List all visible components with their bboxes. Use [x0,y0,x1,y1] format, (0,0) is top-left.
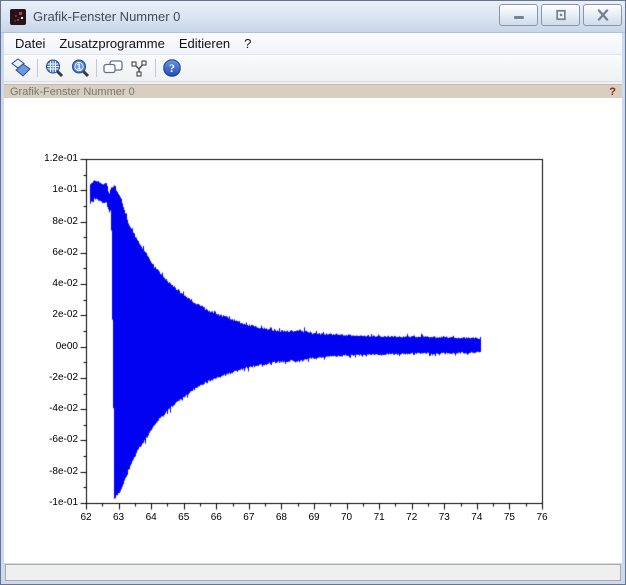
x-tick-label: 76 [536,512,548,523]
help-icon: ? [163,59,181,77]
y-tick-label: 0e00 [55,340,78,352]
title-bar: Grafik-Fenster Nummer 0 [1,1,625,33]
x-tick-label: 69 [308,512,320,523]
y-tick-label: 6e-02 [52,246,78,258]
y-tick-label: 2e-02 [52,309,78,321]
restore-button[interactable] [541,4,580,26]
x-tick-label: 74 [471,512,483,523]
x-tick-label: 71 [373,512,385,523]
minimize-button[interactable] [499,4,538,26]
x-tick-label: 68 [275,512,287,523]
zoom-area-icon [46,59,64,78]
y-tick-label: -8e-02 [49,465,78,477]
close-button[interactable] [583,4,622,26]
y-tick-label: -4e-02 [49,403,78,415]
close-icon [597,9,608,21]
toolbar-separator [96,59,97,77]
original-view-icon: 1 [72,59,90,78]
restore-icon [555,9,566,21]
y-tick-label: 8e-02 [52,215,78,227]
status-bar [5,564,621,581]
x-tick-label: 62 [80,512,92,523]
menu-item-help[interactable]: ? [244,36,252,51]
original-view-button[interactable]: 1 [67,56,93,80]
x-tick-label: 65 [178,512,190,523]
scilab-app-icon [10,9,26,25]
x-tick-label: 67 [243,512,255,523]
edit-curve-button[interactable] [126,56,152,80]
x-tick-label: 75 [503,512,515,523]
x-tick-label: 66 [210,512,222,523]
x-tick-label: 73 [438,512,450,523]
toolbar-gap [4,82,622,84]
x-tick-label: 63 [113,512,125,523]
y-tick-label: -2e-02 [49,371,78,383]
infobar-title: Grafik-Fenster Nummer 0 [10,85,135,98]
y-tick-label: 4e-02 [52,278,78,290]
x-tick-label: 72 [406,512,418,523]
zoom-area-button[interactable] [41,56,67,80]
menu-item-editieren[interactable]: Editieren [178,36,231,51]
y-tick-label: -1e-01 [49,497,78,508]
rotate-button[interactable] [8,56,34,80]
plot-canvas[interactable] [4,98,622,563]
menu-item-datei[interactable]: Datei [15,36,46,51]
x-tick-label: 70 [341,512,353,523]
y-tick-label: -6e-02 [49,434,78,446]
x-tick-label: 64 [145,512,157,523]
window-controls [499,4,622,26]
toolbar-separator [155,59,156,77]
y-tick-label: 1.2e-01 [44,153,78,164]
menu-bar: Datei Zusatzprogramme Editieren ? [4,33,622,55]
help-button[interactable]: ? [159,56,185,80]
svg-text:?: ? [169,61,175,75]
docked-infobar: Grafik-Fenster Nummer 0 ? [4,84,622,98]
minimize-icon [513,16,524,19]
graphics-editor-button[interactable] [100,56,126,80]
graphics-editor-icon [103,60,123,74]
svg-text:1: 1 [77,62,82,72]
y-tick-label: 1e-01 [52,184,78,196]
window-title: Grafik-Fenster Nummer 0 [33,9,181,24]
toolbar-separator [37,59,38,77]
menu-item-zusatzprogramme[interactable]: Zusatzprogramme [59,36,165,51]
plot-region: 62 63 64 65 66 67 68 69 70 71 72 73 74 75 76 1.2e-01 1e-… [4,98,622,563]
toolbar: 1 ? [4,55,622,82]
edit-curve-icon [131,60,147,77]
infobar-help-icon[interactable]: ? [609,85,616,98]
rotate-icon [11,58,31,77]
